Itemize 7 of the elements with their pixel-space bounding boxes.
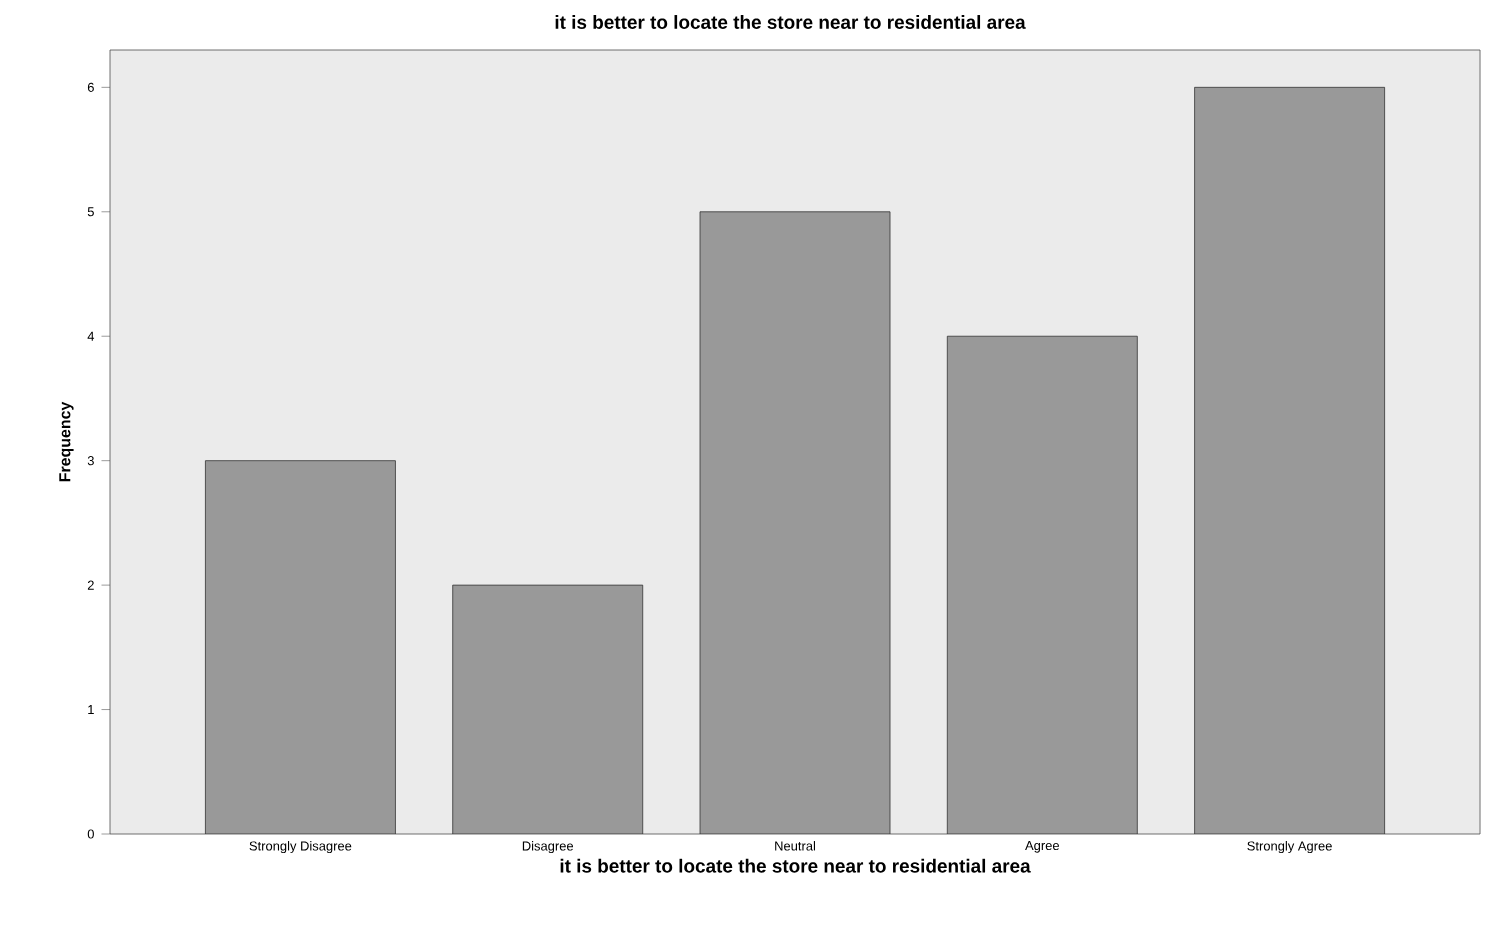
- chart-title: it is better to locate the store near to residential area: [555, 15, 1026, 29]
- x-axis-title: it is better to locate the store near to residential area: [560, 858, 1031, 873]
- bar: [205, 460, 396, 834]
- bar: [452, 585, 643, 834]
- bar: [1194, 86, 1386, 834]
- bar: [699, 211, 891, 834]
- bar: [946, 335, 1138, 834]
